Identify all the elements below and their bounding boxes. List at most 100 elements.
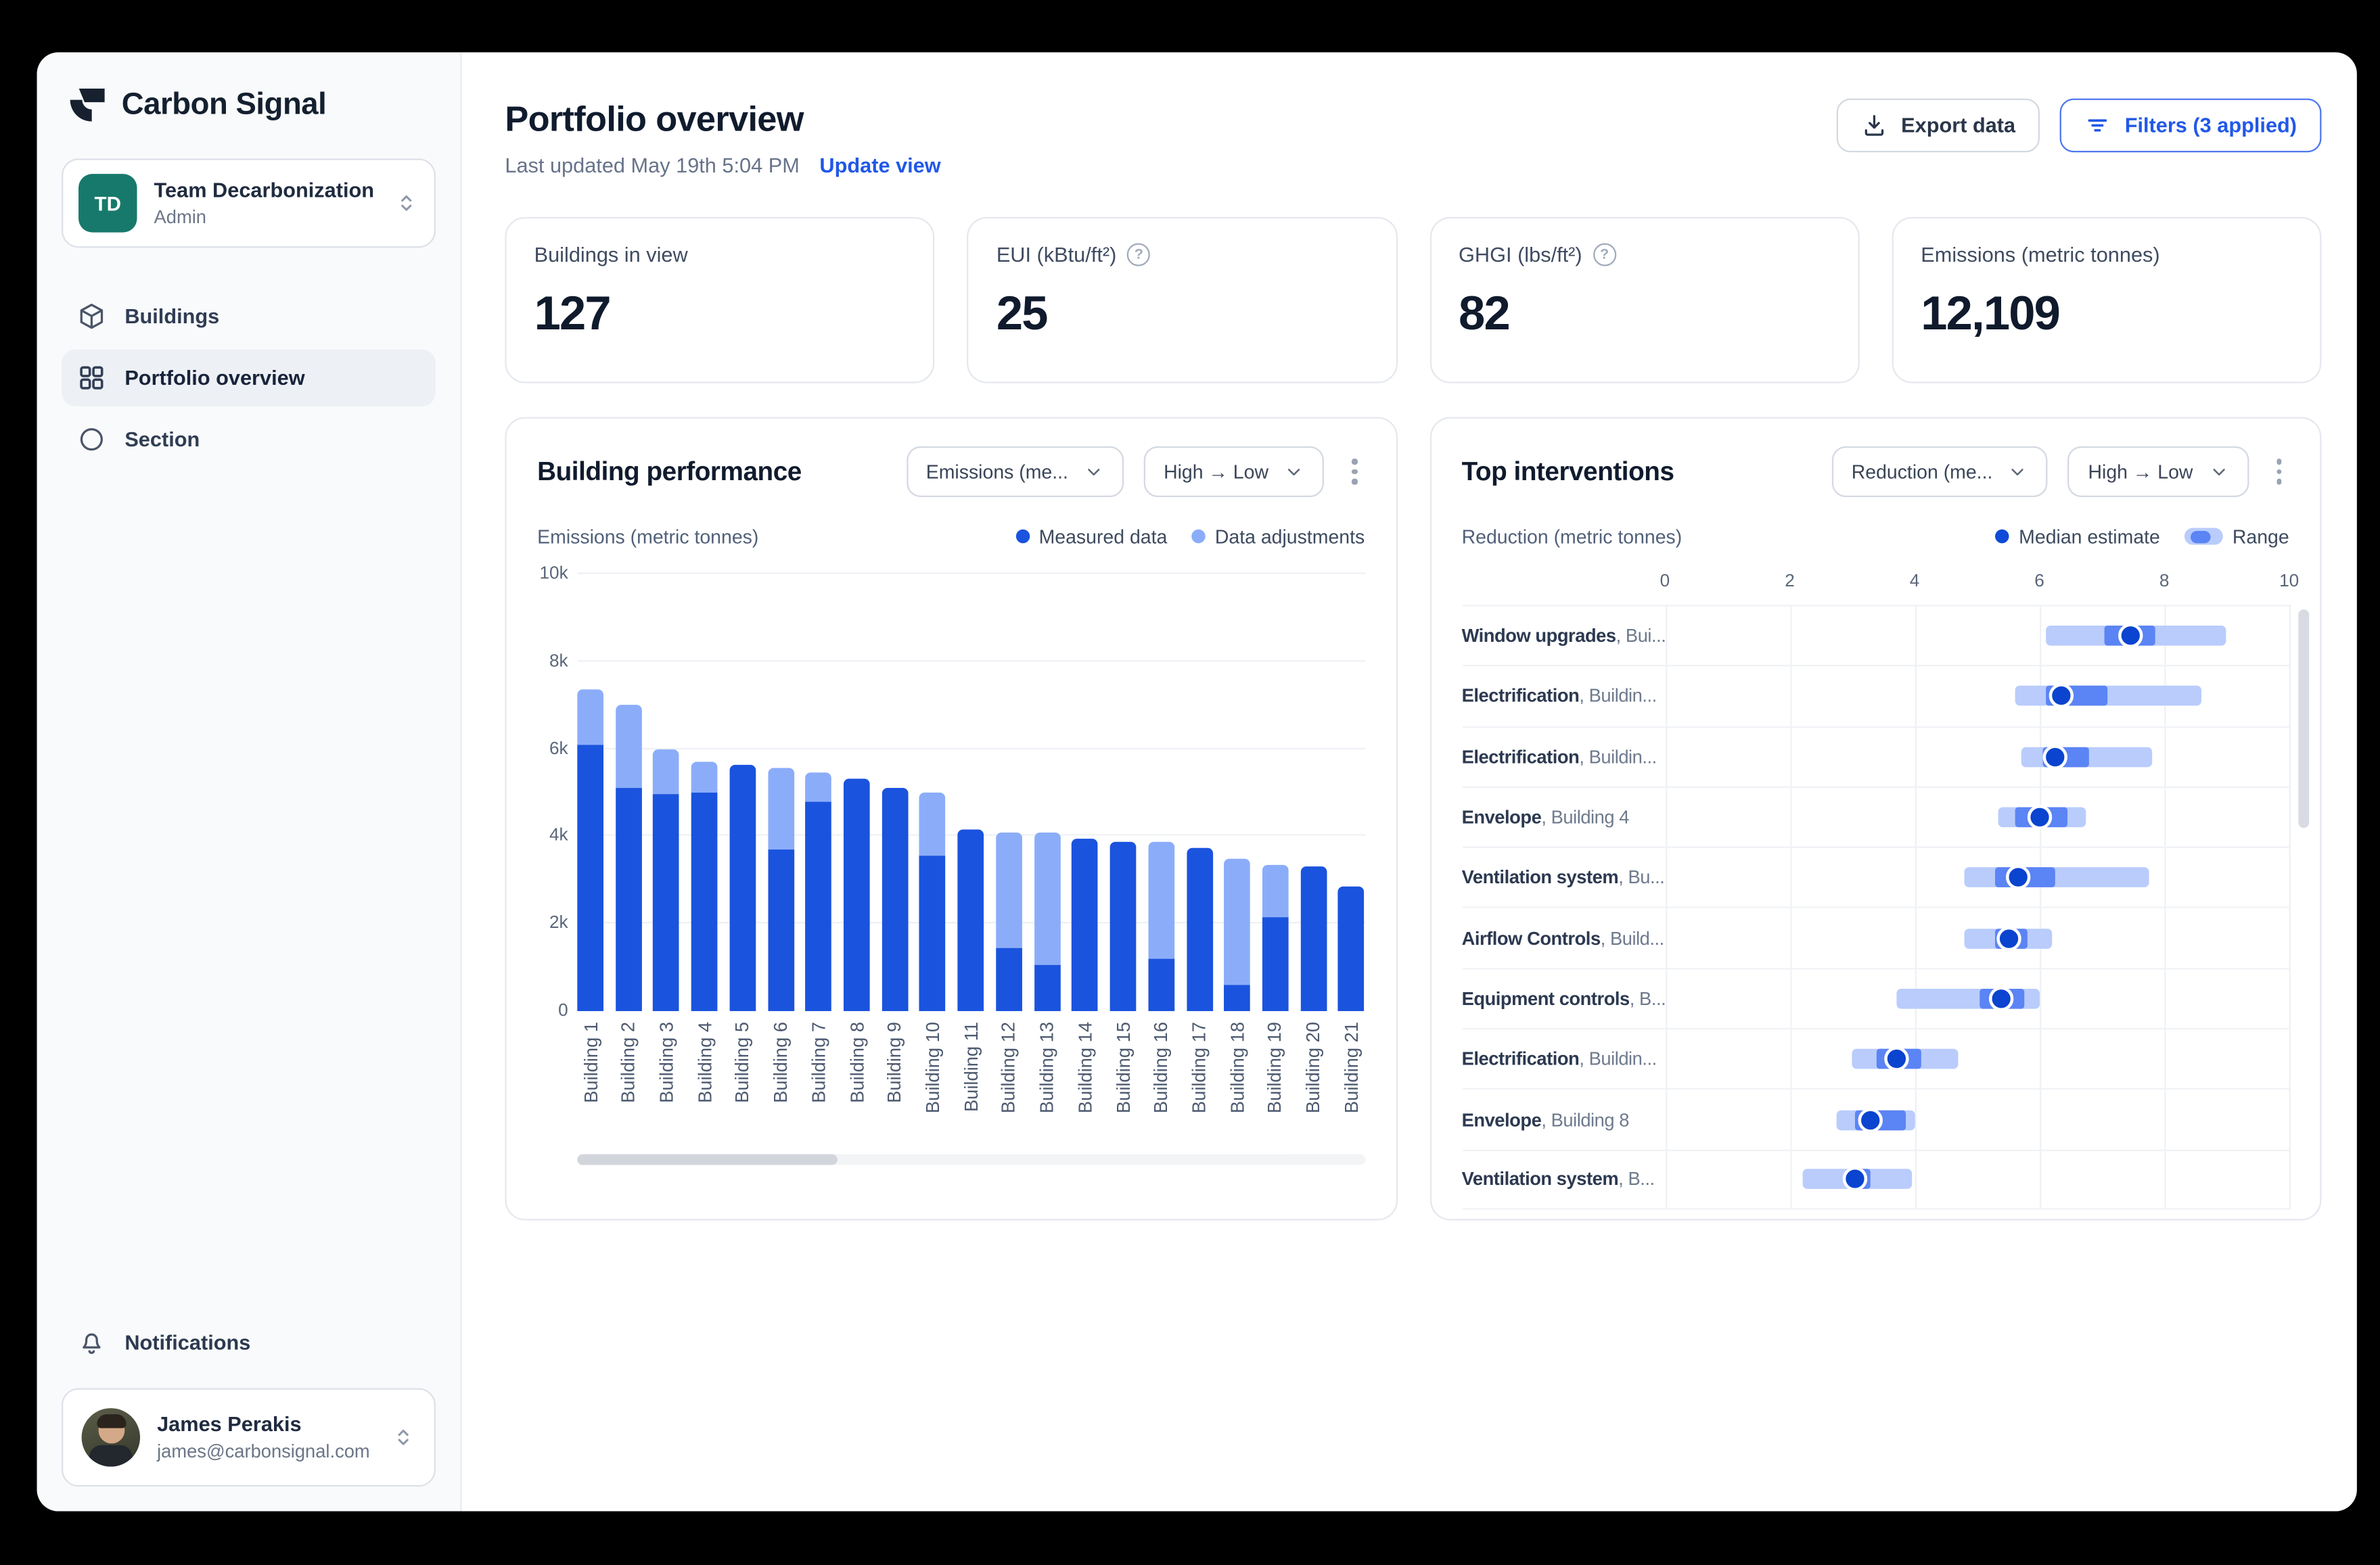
bar-column	[1262, 864, 1289, 1012]
sidebar-nav: Buildings Portfolio overview Section	[62, 288, 436, 468]
sidebar-item-label: Section	[124, 427, 200, 451]
measured-segment	[996, 948, 1022, 1012]
measured-segment	[691, 792, 718, 1012]
bell-icon	[83, 1332, 101, 1353]
team-role: Admin	[154, 206, 206, 228]
x-tick-label: Building 15	[1112, 1021, 1135, 1114]
x-tick-label: Building 12	[998, 1021, 1020, 1114]
download-icon	[1864, 115, 1884, 136]
bar-column	[767, 768, 794, 1012]
help-icon[interactable]: ?	[1127, 243, 1151, 266]
notifications-button[interactable]: Notifications	[62, 1314, 436, 1370]
measured-segment	[1109, 841, 1137, 1012]
intervention-row: Window upgrades, Bui...	[1461, 605, 2289, 665]
sidebar-item-section[interactable]: Section	[62, 411, 436, 468]
measured-segment	[577, 744, 603, 1012]
team-selector[interactable]: TD Team Decarbonization Admin	[62, 158, 436, 248]
legend: Median estimate Range	[1996, 525, 2289, 547]
intervention-row: Electrification, Buildin...	[1461, 1028, 2289, 1088]
bar-column	[615, 705, 642, 1012]
x-tick-label: Building 4	[693, 1021, 716, 1103]
sort-dropdown[interactable]: High → Low	[1143, 446, 1324, 497]
intervention-building: , Buildin...	[1579, 685, 1657, 707]
range-bar	[2014, 686, 2202, 707]
intervention-bar-zone	[1665, 909, 2289, 968]
intervention-row: Electrification, Buildin...	[1461, 665, 2289, 726]
user-email: james@carbonsignal.com	[157, 1440, 370, 1462]
stat-value: 127	[534, 286, 612, 340]
sidebar-item-portfolio-overview[interactable]: Portfolio overview	[62, 349, 436, 406]
bar-column	[653, 749, 680, 1012]
filters-button[interactable]: Filters (3 applied)	[2060, 98, 2322, 153]
y-tick-label: 4k	[549, 826, 568, 846]
y-axis-title: Emissions (metric tonnes)	[537, 525, 759, 547]
more-options-icon[interactable]	[1344, 453, 1365, 491]
bar-column	[1300, 866, 1327, 1012]
stat-card-eui: EUI (kBtu/ft²) ? 25	[967, 216, 1398, 383]
data-adjustment-segment	[919, 792, 946, 856]
chevron-down-icon	[2012, 469, 2024, 475]
chevron-down-icon	[1287, 469, 1300, 475]
measured-segment	[1300, 866, 1327, 1012]
measured-segment	[882, 788, 908, 1012]
y-tick-label: 10k	[539, 565, 568, 584]
median-dot	[2042, 744, 2067, 770]
intervention-name: Electrification	[1461, 685, 1580, 707]
user-info: James Perakis james@carbonsignal.com	[157, 1413, 374, 1462]
team-info: Team Decarbonization Admin	[154, 179, 377, 228]
intervention-name: Envelope	[1461, 806, 1542, 828]
help-icon[interactable]: ?	[1593, 243, 1616, 266]
legend: Measured data Data adjustments	[1015, 525, 1365, 547]
export-data-button[interactable]: Export data	[1836, 98, 2040, 153]
intervention-bar-zone	[1665, 1150, 2289, 1208]
charts-row: Building performance Emissions (me... Hi…	[505, 417, 2322, 1221]
bar-column	[691, 762, 718, 1012]
update-view-link[interactable]: Update view	[819, 154, 941, 177]
measured-segment	[1262, 917, 1289, 1012]
gridline	[2289, 605, 2291, 1210]
stat-card-buildings-in-view: Buildings in view 127	[505, 216, 935, 383]
gridline	[577, 659, 1365, 662]
measured-segment	[1034, 965, 1060, 1012]
intervention-bar-zone	[1665, 607, 2289, 665]
intervention-label: Ventilation system, B...	[1462, 1169, 1655, 1190]
y-tick-label: 0	[558, 1002, 568, 1021]
x-tick-label: Building 14	[1074, 1021, 1096, 1114]
metric-dropdown[interactable]: Emissions (me...	[906, 446, 1124, 497]
horizontal-scrollbar-thumb[interactable]	[577, 1154, 838, 1165]
x-tick-label: 10	[2279, 572, 2299, 591]
export-data-label: Export data	[1901, 114, 2016, 137]
intervention-row: Envelope, Building 4	[1461, 786, 2289, 847]
bp-bars	[577, 574, 1365, 1012]
intervention-bar-zone	[1665, 848, 2289, 907]
data-adjustment-segment	[767, 768, 794, 849]
more-options-icon[interactable]	[2268, 453, 2289, 491]
user-menu[interactable]: James Perakis james@carbonsignal.com	[62, 1388, 436, 1487]
x-tick-label: 4	[1909, 572, 1920, 591]
x-tick-label: Building 6	[769, 1021, 792, 1103]
median-dot	[2118, 623, 2143, 649]
y-tick-label: 6k	[549, 739, 568, 758]
intervention-row: Electrification, Buildin...	[1461, 726, 2289, 786]
x-axis-title: Reduction (metric tonnes)	[1461, 525, 1683, 547]
measured-segment	[1338, 886, 1365, 1012]
sort-dropdown[interactable]: High → Low	[2067, 446, 2249, 497]
sidebar-item-buildings[interactable]: Buildings	[62, 288, 436, 345]
carbon-signal-logo-icon	[70, 88, 105, 122]
stats-row: Buildings in view 127 EUI (kBtu/ft²) ? 2…	[505, 216, 2322, 383]
median-dot	[1883, 1046, 1908, 1072]
intervention-row: Ventilation system, Bu...	[1461, 846, 2289, 907]
x-tick-label: 0	[1660, 572, 1670, 591]
stacked-bar-chart: 0 2k 4k 6k 8k 10k	[537, 565, 1365, 1021]
bar-column	[1338, 886, 1365, 1012]
vertical-scrollbar-thumb[interactable]	[2298, 609, 2310, 828]
intervention-name: Ventilation system	[1461, 1168, 1619, 1190]
bar-column	[1072, 838, 1099, 1012]
user-name: James Perakis	[157, 1412, 302, 1436]
median-dot	[2005, 865, 2030, 890]
x-tick-label: Building 17	[1188, 1021, 1210, 1114]
metric-dropdown[interactable]: Reduction (me...	[1831, 446, 2049, 497]
card-title: Top interventions	[1461, 456, 1674, 486]
bar-column	[919, 792, 946, 1012]
unfold-chevrons-icon	[398, 1429, 409, 1445]
